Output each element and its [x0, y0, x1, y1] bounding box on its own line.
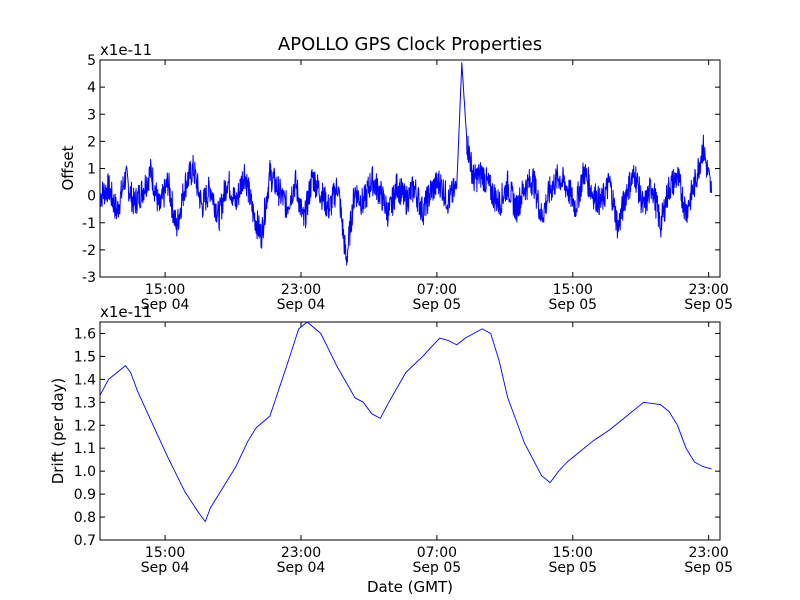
- offset-series-line: [99, 62, 712, 266]
- drift-xtick-date-label: Sep 04: [141, 560, 190, 576]
- offset-multiplier-label: x1e-11: [100, 41, 152, 59]
- offset-ytick-label: 1: [87, 162, 96, 178]
- drift-xtick-time-label: 07:00: [417, 545, 457, 561]
- drift-xtick-time-label: 23:00: [281, 545, 321, 561]
- offset-xtick-date-label: Sep 05: [548, 297, 597, 313]
- offset-xtick-date-label: Sep 04: [277, 297, 326, 313]
- drift-ytick-label: 1.3: [74, 395, 96, 411]
- drift-xtick-time-label: 15:00: [553, 545, 593, 561]
- offset-ytick-label: 4: [87, 80, 96, 96]
- drift-ytick-label: 1.2: [74, 418, 96, 434]
- drift-ytick-label: 1.0: [74, 464, 96, 480]
- drift-series: [99, 321, 712, 523]
- drift-multiplier-label: x1e-11: [100, 303, 152, 321]
- offset-xtick-date-label: Sep 05: [413, 297, 462, 313]
- offset-ytick-label: -3: [82, 270, 96, 286]
- offset-ytick-label: 3: [87, 107, 96, 123]
- drift-ytick-label: 0.8: [74, 510, 96, 526]
- drift-panel: x1e-11 Drift (per day) 0.7 0.8 0.9 1.0 1.1 1.…: [49, 303, 733, 576]
- offset-xtick-time-label: 23:00: [688, 282, 728, 298]
- offset-xtick-date-label: Sep 04: [141, 297, 190, 313]
- drift-xtick-date-label: Sep 04: [277, 560, 326, 576]
- chart-title: APOLLO GPS Clock Properties: [278, 34, 542, 55]
- offset-xtick-time-label: 07:00: [417, 282, 457, 298]
- offset-xtick-time-label: 15:00: [553, 282, 593, 298]
- offset-xtick-time-label: 23:00: [281, 282, 321, 298]
- drift-series-line: [99, 321, 712, 523]
- drift-ytick-label: 0.7: [74, 533, 96, 549]
- x-axis-label: Date (GMT): [367, 578, 453, 596]
- offset-ytick-label: 0: [87, 189, 96, 205]
- offset-ytick-label: 5: [87, 53, 96, 69]
- drift-ytick-label: 1.4: [74, 372, 96, 388]
- offset-xtick-date-label: Sep 05: [684, 297, 733, 313]
- offset-y-axis-label: Offset: [59, 145, 77, 190]
- drift-xtick-time-label: 15:00: [145, 545, 185, 561]
- offset-ytick-label: -1: [82, 216, 96, 232]
- drift-plot-area: [99, 321, 721, 541]
- drift-xtick-time-label: 23:00: [688, 545, 728, 561]
- drift-xtick-date-label: Sep 05: [413, 560, 462, 576]
- offset-ytick-label: -2: [82, 243, 96, 259]
- offset-ytick-label: 2: [87, 134, 96, 150]
- drift-y-axis-label: Drift (per day): [49, 378, 67, 485]
- offset-xtick-time-label: 15:00: [145, 282, 185, 298]
- offset-plot-area: [99, 59, 721, 278]
- drift-ytick-label: 0.9: [74, 487, 96, 503]
- drift-ytick-label: 1.5: [74, 349, 96, 365]
- offset-series: [99, 62, 712, 266]
- drift-xtick-date-label: Sep 05: [548, 560, 597, 576]
- drift-xtick-date-label: Sep 05: [684, 560, 733, 576]
- drift-ytick-label: 1.1: [74, 441, 96, 457]
- drift-ytick-label: 1.6: [74, 326, 96, 342]
